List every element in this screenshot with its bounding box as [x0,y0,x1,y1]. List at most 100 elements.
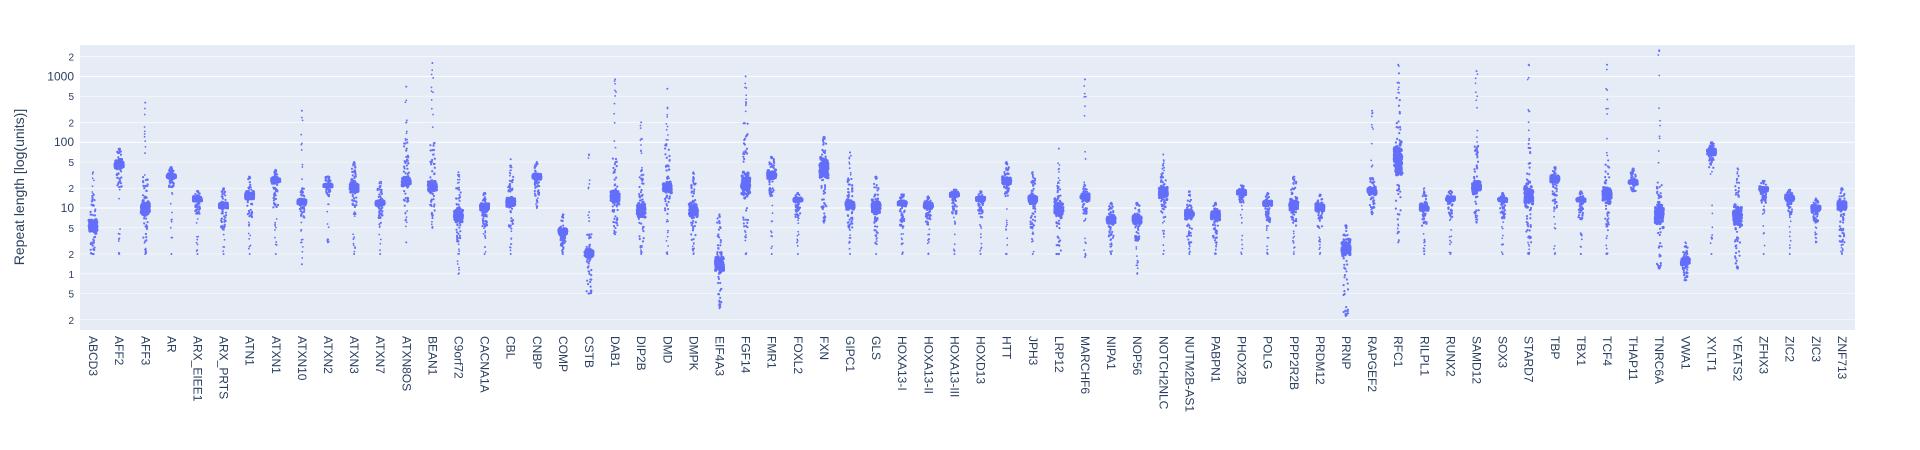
data-point [588,153,591,156]
data-point [667,229,670,232]
data-point [431,170,434,173]
data-point [404,225,407,228]
data-point [744,82,747,85]
data-point [274,253,277,256]
data-point [118,179,122,182]
data-point [405,119,408,122]
data-point [533,189,536,193]
data-point [248,215,251,218]
data-point [455,228,458,231]
data-point [616,224,619,227]
data-point [93,248,96,252]
data-point [274,197,278,201]
data-point [588,272,591,275]
data-point [511,222,514,225]
data-point [247,187,251,190]
data-point [615,160,618,163]
data-point [535,207,538,210]
data-point [300,194,303,197]
plot-background [80,45,1855,330]
data-point [456,223,459,226]
data-point [716,217,719,220]
data-point [430,223,433,226]
data-point [119,161,122,164]
data-point [717,247,720,250]
data-point [147,204,151,208]
data-point [224,216,227,219]
data-point [510,238,512,240]
data-point [769,165,772,169]
data-point [458,266,460,269]
data-point [638,235,641,238]
data-point [403,160,406,163]
data-point [404,197,407,200]
data-point [742,151,745,154]
data-point [768,183,771,186]
data-point [248,177,251,180]
data-point [457,243,460,246]
data-point [405,132,408,135]
data-point [692,211,695,214]
data-point [220,195,223,198]
data-point [326,241,329,244]
data-point [247,232,250,235]
data-point [744,86,747,89]
data-point [485,210,489,213]
data-point [196,243,199,246]
data-point [719,281,722,285]
data-point [406,183,409,186]
data-point [300,241,302,244]
data-point [720,250,723,254]
data-point [224,201,228,204]
data-point [718,213,721,216]
data-point [196,238,199,241]
data-point [588,182,591,185]
data-point [690,224,693,227]
data-point [640,144,642,146]
data-point [559,238,562,242]
data-point [535,203,537,205]
data-point [743,143,746,146]
data-point [144,247,147,250]
data-point [481,224,484,228]
data-point [143,196,146,199]
data-point [536,205,539,207]
data-point [458,210,461,213]
data-point [168,173,171,176]
data-point [405,149,408,152]
data-point [668,197,671,200]
data-point [612,225,616,228]
data-point [745,173,748,177]
data-point [220,207,223,211]
data-point [716,252,719,256]
data-point [431,220,433,223]
data-point [276,203,280,207]
data-point [327,203,329,206]
data-point [276,180,280,183]
data-point [324,184,327,187]
data-point [692,175,695,178]
data-point [613,121,616,124]
data-point [144,253,147,256]
data-point [90,226,94,229]
data-point [587,249,590,253]
data-point [355,204,358,207]
data-point [719,238,722,242]
data-point [224,198,227,201]
data-point [432,113,434,116]
data-point [639,249,642,252]
data-point [508,206,511,209]
data-point [379,195,382,198]
data-point [406,158,409,161]
data-point [721,266,725,270]
data-point [247,189,250,193]
data-point [458,173,461,176]
data-point [352,237,355,240]
data-point [354,172,357,175]
data-point [220,219,223,222]
data-point [641,240,645,243]
data-point [142,184,145,187]
data-point [643,210,647,215]
data-point [145,227,149,230]
data-point [717,272,721,275]
